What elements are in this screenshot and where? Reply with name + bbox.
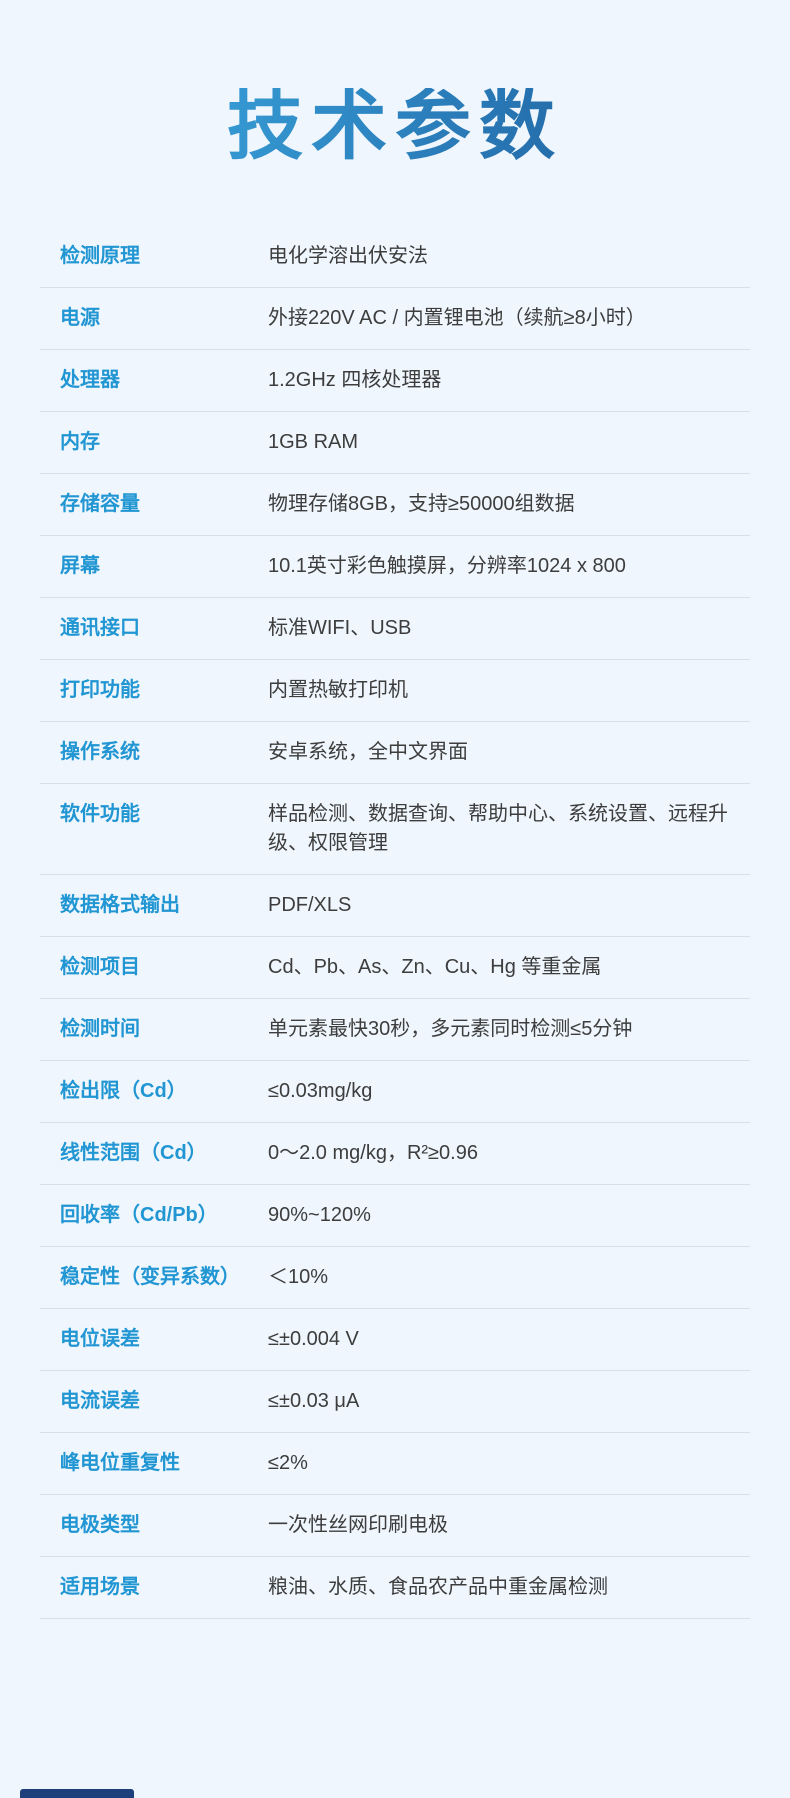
spec-label: 回收率（Cd/Pb） xyxy=(60,1204,218,1226)
spec-value: 物理存储8GB，支持≥50000组数据 xyxy=(268,493,575,515)
spec-row: 打印功能 内置热敏打印机 xyxy=(40,660,750,722)
spec-value: ≤2% xyxy=(268,1452,308,1474)
spec-row: 线性范围（Cd） 0～2.0 mg/kg，R²≥0.96 xyxy=(40,1123,750,1185)
spec-value: ≤±0.03 μA xyxy=(268,1390,360,1412)
spec-value: 一次性丝网印刷电极 xyxy=(268,1514,448,1536)
spec-row: 检测时间 单元素最快30秒，多元素同时检测≤5分钟 xyxy=(40,999,750,1061)
spec-row: 电流误差 ≤±0.03 μA xyxy=(40,1371,750,1433)
spec-value: 粮油、水质、食品农产品中重金属检测 xyxy=(268,1576,608,1598)
spec-label: 处理器 xyxy=(60,369,120,391)
spec-label: 通讯接口 xyxy=(60,617,140,639)
spec-label: 打印功能 xyxy=(60,679,140,701)
spec-label: 屏幕 xyxy=(60,555,100,577)
spec-label: 稳定性（变异系数） xyxy=(60,1266,240,1288)
spec-row: 电源 外接220V AC / 内置锂电池（续航≥8小时） xyxy=(40,288,750,350)
spec-row: 适用场景 粮油、水质、食品农产品中重金属检测 xyxy=(40,1557,750,1619)
spec-label: 检测时间 xyxy=(60,1018,140,1040)
spec-label: 适用场景 xyxy=(60,1576,140,1598)
spec-label: 检测原理 xyxy=(60,245,140,267)
spec-label: 检测项目 xyxy=(60,956,140,978)
spec-value: 安卓系统，全中文界面 xyxy=(268,741,468,763)
spec-label: 数据格式输出 xyxy=(60,894,180,916)
footer-partial-bar xyxy=(20,1789,134,1798)
spec-label: 操作系统 xyxy=(60,741,140,763)
spec-row: 内存 1GB RAM xyxy=(40,412,750,474)
spec-value: PDF/XLS xyxy=(268,894,352,916)
spec-label: 内存 xyxy=(60,431,100,453)
spec-row: 软件功能 样品检测、数据查询、帮助中心、系统设置、远程升级、权限管理 xyxy=(40,784,750,875)
spec-value: 外接220V AC / 内置锂电池（续航≥8小时） xyxy=(268,307,646,329)
spec-row: 检测原理 电化学溶出伏安法 xyxy=(40,226,750,288)
spec-row: 检测项目 Cd、Pb、As、Zn、Cu、Hg 等重金属 xyxy=(40,937,750,999)
spec-label: 电源 xyxy=(60,307,100,329)
spec-row: 检出限（Cd） ≤0.03mg/kg xyxy=(40,1061,750,1123)
spec-row: 回收率（Cd/Pb） 90%~120% xyxy=(40,1185,750,1247)
spec-value: 样品检测、数据查询、帮助中心、系统设置、远程升级、权限管理 xyxy=(268,803,728,854)
spec-value: 10.1英寸彩色触摸屏，分辨率1024 x 800 xyxy=(268,555,626,577)
spec-table: 检测原理 电化学溶出伏安法 电源 外接220V AC / 内置锂电池（续航≥8小… xyxy=(40,226,750,1619)
spec-label: 软件功能 xyxy=(60,803,140,825)
spec-label: 检出限（Cd） xyxy=(60,1080,187,1102)
spec-value: 标准WIFI、USB xyxy=(268,617,412,639)
page-title: 技术参数 xyxy=(0,88,790,164)
spec-value: 电化学溶出伏安法 xyxy=(268,245,428,267)
spec-value: 单元素最快30秒，多元素同时检测≤5分钟 xyxy=(268,1018,633,1040)
spec-row: 数据格式输出 PDF/XLS xyxy=(40,875,750,937)
spec-label: 电极类型 xyxy=(60,1514,140,1536)
spec-value: ＜10% xyxy=(268,1266,329,1288)
spec-value: 1GB RAM xyxy=(268,431,359,453)
spec-row: 存储容量 物理存储8GB，支持≥50000组数据 xyxy=(40,474,750,536)
spec-row: 处理器 1.2GHz 四核处理器 xyxy=(40,350,750,412)
spec-row: 屏幕 10.1英寸彩色触摸屏，分辨率1024 x 800 xyxy=(40,536,750,598)
spec-value: ≤0.03mg/kg xyxy=(268,1080,373,1102)
spec-value: 90%~120% xyxy=(268,1204,371,1226)
spec-label: 存储容量 xyxy=(60,493,140,515)
spec-value: 0～2.0 mg/kg，R²≥0.96 xyxy=(268,1142,478,1164)
spec-label: 电位误差 xyxy=(60,1328,140,1350)
spec-row: 电位误差 ≤±0.004 V xyxy=(40,1309,750,1371)
spec-value: Cd、Pb、As、Zn、Cu、Hg 等重金属 xyxy=(268,956,602,978)
spec-label: 峰电位重复性 xyxy=(60,1452,180,1474)
spec-row: 电极类型 一次性丝网印刷电极 xyxy=(40,1495,750,1557)
spec-value: ≤±0.004 V xyxy=(268,1328,359,1350)
spec-row: 峰电位重复性 ≤2% xyxy=(40,1433,750,1495)
spec-row: 操作系统 安卓系统，全中文界面 xyxy=(40,722,750,784)
spec-label: 电流误差 xyxy=(60,1390,140,1412)
spec-value: 1.2GHz 四核处理器 xyxy=(268,369,442,391)
spec-row: 稳定性（变异系数） ＜10% xyxy=(40,1247,750,1309)
spec-row: 通讯接口 标准WIFI、USB xyxy=(40,598,750,660)
spec-value: 内置热敏打印机 xyxy=(268,679,408,701)
spec-label: 线性范围（Cd） xyxy=(60,1142,207,1164)
